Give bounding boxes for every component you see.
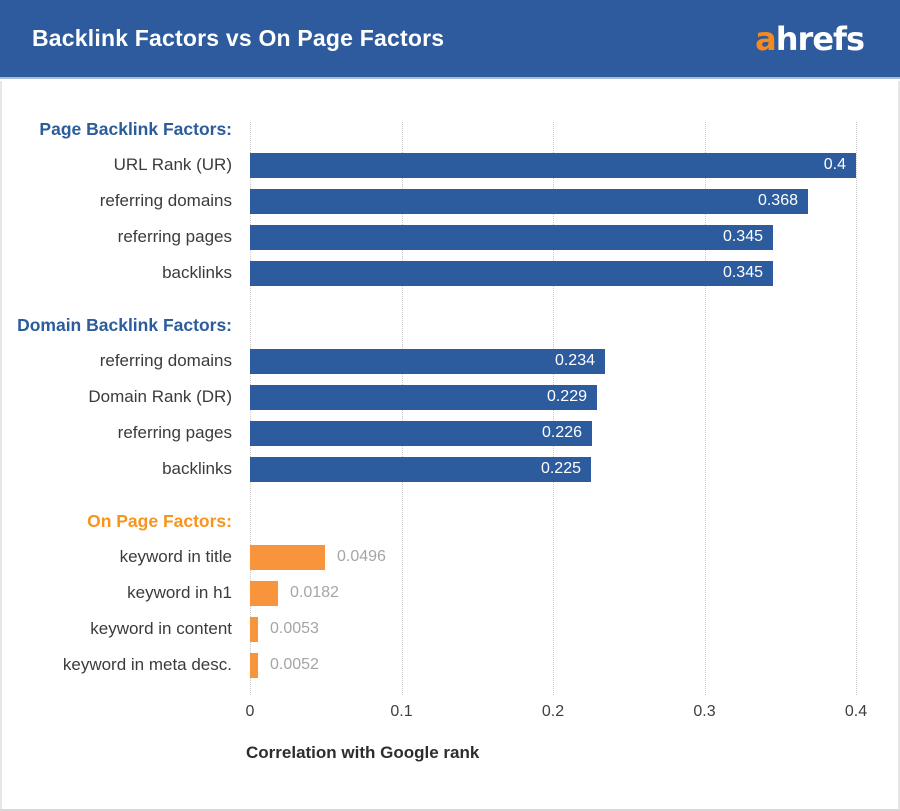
- bar-row: keyword in content 0.0053: [0, 611, 900, 647]
- bar-track: 0.368: [250, 188, 900, 214]
- bar-value: 0.225: [540, 460, 581, 477]
- bar-label: referring pages: [117, 423, 232, 442]
- section-heading-row: Page Backlink Factors:: [0, 111, 900, 147]
- bar-value: 0.345: [722, 264, 763, 281]
- ahrefs-logo: ahrefs: [755, 19, 865, 58]
- ahrefs-logo-a: a: [755, 19, 777, 58]
- bar-label: backlinks: [162, 459, 232, 478]
- bar-label: keyword in h1: [127, 583, 232, 602]
- bar-track: 0.0052: [250, 652, 900, 678]
- section-heading: Domain Backlink Factors:: [17, 314, 232, 335]
- bar-track: 0.226: [250, 420, 900, 446]
- bar-label: URL Rank (UR): [113, 155, 232, 174]
- bar-value: 0.0182: [290, 584, 339, 601]
- bar-label: backlinks: [162, 263, 232, 282]
- bar: 0.225: [250, 456, 591, 482]
- bar-value: 0.4: [823, 156, 846, 173]
- x-tick-label: 0: [245, 703, 255, 720]
- section-heading: On Page Factors:: [87, 510, 232, 531]
- bar-row: keyword in h1 0.0182: [0, 575, 900, 611]
- bar-value: 0.0496: [337, 548, 386, 565]
- bar-value: 0.345: [722, 228, 763, 245]
- page-title: Backlink Factors vs On Page Factors: [32, 25, 445, 51]
- bar-track: 0.345: [250, 224, 900, 250]
- bar-track: 0.4: [250, 152, 900, 178]
- section-heading-row: On Page Factors:: [0, 503, 900, 539]
- bar-row: referring pages 0.226: [0, 415, 900, 451]
- bar-value: 0.368: [757, 192, 798, 209]
- x-tick-label: 0.1: [390, 703, 413, 720]
- bar: 0.229: [250, 384, 597, 410]
- bar-row: referring domains 0.368: [0, 183, 900, 219]
- bar-track: 0.229: [250, 384, 900, 410]
- bar-row: keyword in title 0.0496: [0, 539, 900, 575]
- bar-rows: Page Backlink Factors: URL Rank (UR) 0.4 re…: [0, 111, 900, 683]
- section-heading-row: Domain Backlink Factors:: [0, 307, 900, 343]
- ahrefs-logo-rest: hrefs: [775, 19, 865, 58]
- bar-track: 0.0053: [250, 616, 900, 642]
- bar-row: backlinks 0.345: [0, 255, 900, 291]
- bar-label: keyword in content: [90, 619, 232, 638]
- bar-label: keyword in title: [119, 547, 232, 566]
- bar-value: 0.234: [554, 352, 595, 369]
- bar-row: Domain Rank (DR) 0.229: [0, 379, 900, 415]
- chart-plot-area: Page Backlink Factors: URL Rank (UR) 0.4 re…: [0, 81, 900, 811]
- x-tick-label: 0.3: [693, 703, 716, 720]
- section-heading: Page Backlink Factors:: [39, 118, 232, 139]
- bar: 0.368: [250, 188, 808, 214]
- bar-row: referring domains 0.234: [0, 343, 900, 379]
- bar: 0.226: [250, 420, 592, 446]
- x-tick-label: 0.2: [541, 703, 565, 720]
- bar-label: referring domains: [99, 191, 232, 210]
- bar-track: 0.225: [250, 456, 900, 482]
- bar-row: URL Rank (UR) 0.4: [0, 147, 900, 183]
- bar: 0.345: [250, 224, 773, 250]
- gridline: [856, 122, 857, 695]
- bar-row: keyword in meta desc. 0.0052: [0, 647, 900, 683]
- bar: 0.4: [250, 152, 856, 178]
- bar-label: referring domains: [99, 351, 232, 370]
- bar-value: 0.226: [541, 424, 582, 441]
- x-axis-title: Correlation with Google rank: [246, 743, 480, 762]
- bar-value: 0.0053: [270, 620, 319, 637]
- gridline: [704, 122, 706, 695]
- bar-row: referring pages 0.345: [0, 219, 900, 255]
- bar: [250, 544, 325, 570]
- bar-track: 0.0182: [250, 580, 900, 606]
- bar-row: backlinks 0.225: [0, 451, 900, 487]
- bar: 0.345: [250, 260, 773, 286]
- bar-label: keyword in meta desc.: [62, 655, 232, 674]
- chart-header: Backlink Factors vs On Page Factors ahre…: [0, 0, 900, 79]
- bar: [250, 580, 278, 606]
- bar-track: 0.0496: [250, 544, 900, 570]
- bar-value: 0.0052: [270, 656, 319, 673]
- bar: 0.234: [250, 348, 605, 374]
- bar-label: Domain Rank (DR): [88, 387, 232, 406]
- bar-track: 0.345: [250, 260, 900, 286]
- bar: [250, 652, 258, 678]
- bar-track: 0.234: [250, 348, 900, 374]
- bar-label: referring pages: [117, 227, 232, 246]
- bar-value: 0.229: [546, 388, 587, 405]
- bar: [250, 616, 258, 642]
- x-tick-label: 0.4: [844, 703, 868, 720]
